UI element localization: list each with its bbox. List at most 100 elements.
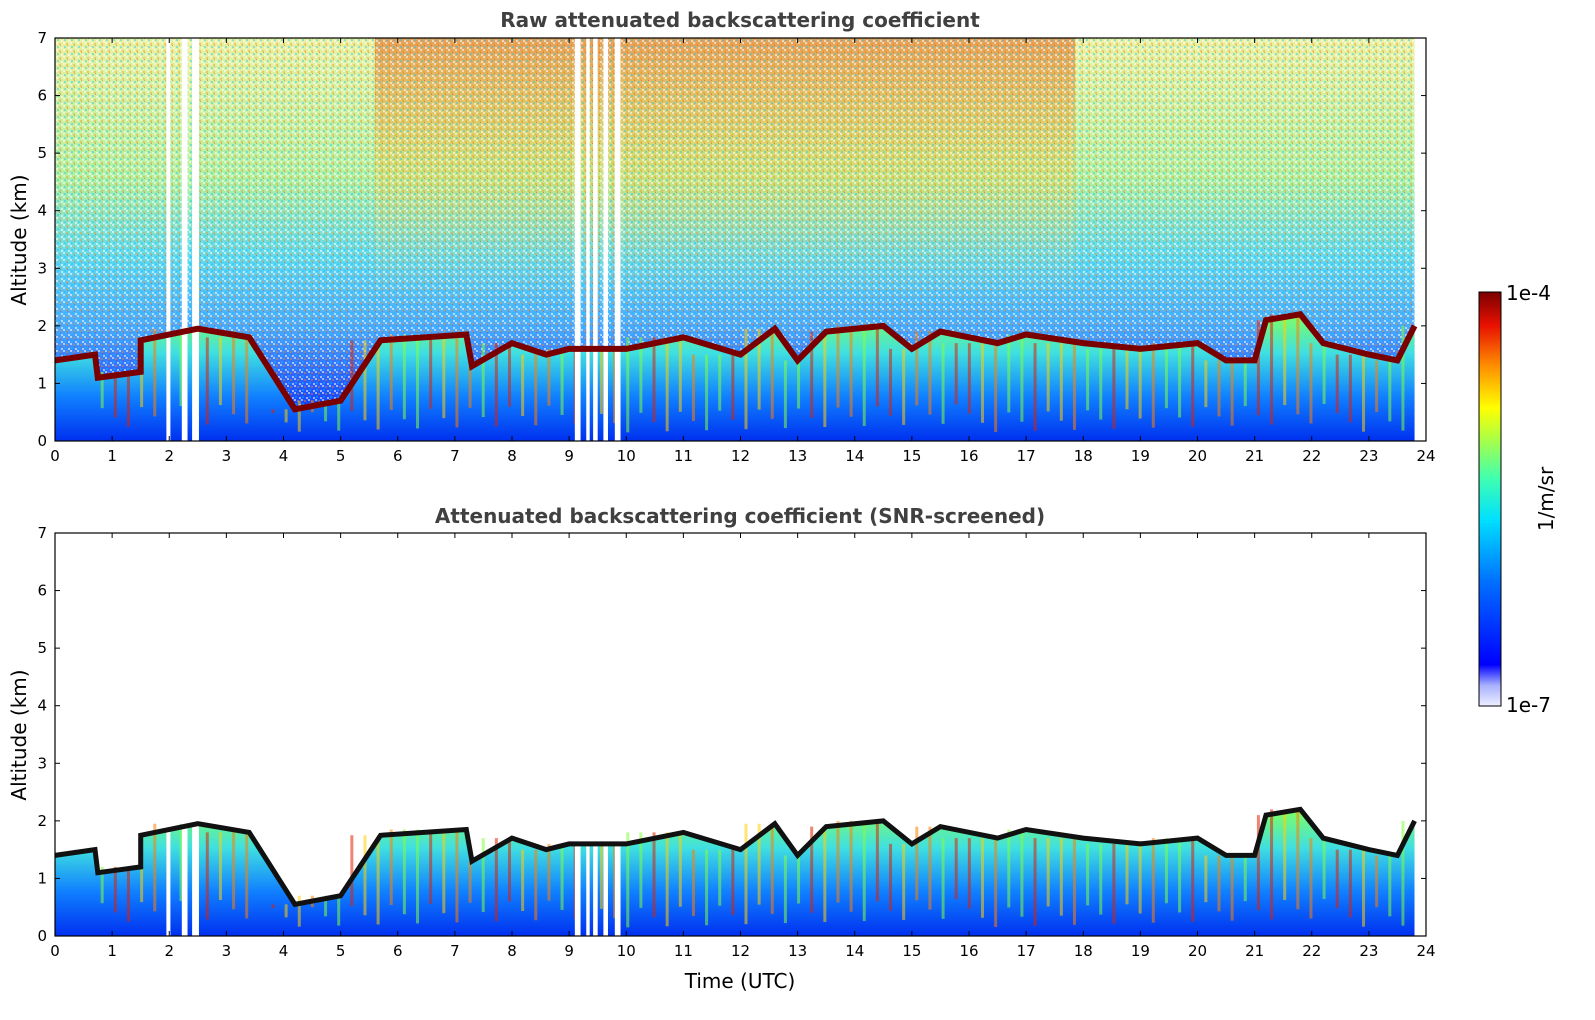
data-gap-stripe	[614, 38, 621, 441]
colorbar: 1e-4 1e-7 1/m/sr	[1478, 281, 1558, 717]
aerosol-plume	[324, 400, 328, 422]
aerosol-plume	[1322, 838, 1326, 899]
aerosol-plume	[613, 843, 617, 919]
aerosol-plume	[1138, 843, 1142, 914]
bottom-heatmap-field	[55, 533, 1426, 936]
aerosol-plume	[599, 348, 603, 414]
colorbar-gradient	[1478, 291, 1502, 707]
aerosol-plume	[797, 855, 801, 904]
aerosol-plume	[1125, 348, 1129, 410]
y-tick-label: 1	[37, 869, 47, 887]
data-gap-stripe	[192, 38, 199, 441]
aerosol-plume	[1007, 829, 1011, 908]
aerosol-plume	[783, 855, 787, 924]
x-tick-label: 13	[788, 942, 807, 960]
x-tick-label: 24	[1416, 447, 1435, 465]
x-tick-label: 23	[1359, 447, 1378, 465]
aerosol-plume	[1164, 838, 1168, 904]
aerosol-plume	[1099, 348, 1103, 420]
aerosol-plume	[1191, 343, 1195, 427]
aerosol-plume	[849, 325, 853, 417]
no-data-region	[1414, 533, 1426, 936]
aerosol-plume	[126, 371, 130, 427]
colorbar-min-label: 1e-7	[1506, 693, 1551, 717]
aerosol-plume	[967, 838, 971, 909]
aerosol-plume	[547, 348, 551, 406]
aerosol-plume	[153, 823, 157, 912]
y-tick-label: 4	[37, 202, 47, 220]
x-tick-label: 4	[279, 942, 289, 960]
aerosol-plume	[1256, 815, 1260, 911]
aerosol-plume	[678, 337, 682, 412]
aerosol-plume	[889, 348, 893, 416]
x-tick-label: 23	[1359, 942, 1378, 960]
aerosol-plume	[783, 360, 787, 429]
aerosol-plume	[508, 838, 512, 902]
y-tick-label: 4	[37, 697, 47, 715]
aerosol-plume	[363, 835, 367, 916]
data-gap-stripe	[574, 533, 581, 936]
aerosol-plume	[889, 843, 893, 911]
aerosol-plume	[980, 838, 984, 918]
y-tick-label: 1	[37, 374, 47, 392]
aerosol-plume	[902, 348, 906, 425]
aerosol-plume	[731, 354, 735, 420]
aerosol-plume	[1375, 360, 1379, 413]
aerosol-plume	[1335, 849, 1339, 909]
aerosol-plume	[1007, 334, 1011, 413]
aerosol-plume	[1243, 360, 1247, 407]
aerosol-plume	[560, 843, 564, 910]
aerosol-plume	[455, 334, 459, 428]
aerosol-plume	[494, 838, 498, 922]
y-tick-label: 3	[37, 259, 47, 277]
x-tick-label: 6	[393, 942, 403, 960]
aerosol-plume	[297, 400, 301, 432]
aerosol-plume	[678, 832, 682, 907]
snr-screened-panel: Attenuated backscattering coefficient (S…	[7, 504, 1436, 993]
aerosol-plume	[140, 866, 144, 903]
aerosol-plume	[691, 849, 695, 916]
aerosol-plume	[705, 354, 709, 431]
x-tick-label: 22	[1302, 942, 1321, 960]
aerosol-plume	[1046, 838, 1050, 907]
aerosol-plume	[1401, 325, 1405, 431]
x-tick-label: 5	[336, 447, 346, 465]
x-tick-label: 15	[902, 447, 921, 465]
x-tick-label: 20	[1188, 942, 1207, 960]
top-boundary-layer-line	[54, 311, 1418, 413]
aerosol-plume	[744, 823, 748, 925]
aerosol-plume	[994, 838, 998, 928]
y-tick-label: 7	[37, 524, 47, 542]
data-gap-stripe	[603, 533, 608, 936]
aerosol-plume	[810, 331, 814, 418]
aerosol-plume	[902, 843, 906, 920]
aerosol-plume	[1296, 314, 1300, 415]
aerosol-plume	[218, 832, 222, 900]
aerosol-plume	[980, 343, 984, 423]
aerosol-plume	[1112, 348, 1116, 429]
aerosol-plume	[770, 823, 774, 914]
aerosol-plume	[284, 409, 288, 423]
aerosol-plume	[626, 832, 630, 928]
x-tick-label: 4	[279, 447, 289, 465]
aerosol-plume	[1375, 855, 1379, 908]
aerosol-plume	[1072, 343, 1076, 430]
aerosol-plume	[731, 849, 735, 915]
data-gap-stripe	[181, 533, 188, 936]
aerosol-plume	[153, 328, 157, 417]
aerosol-plume	[389, 829, 393, 905]
colorbar-unit-label: 1/m/sr	[1534, 466, 1558, 531]
x-tick-label: 21	[1245, 942, 1264, 960]
aerosol-plume	[271, 409, 275, 414]
aerosol-plume	[297, 895, 301, 927]
aerosol-plume	[179, 823, 183, 902]
aerosol-plume	[481, 838, 485, 913]
aerosol-plume	[1270, 809, 1274, 920]
aerosol-plume	[560, 348, 564, 415]
x-tick-label: 7	[450, 447, 460, 465]
aerosol-plume	[823, 331, 827, 428]
x-tick-label: 3	[222, 942, 232, 960]
aerosol-plume	[179, 328, 183, 407]
aerosol-plume	[665, 337, 669, 432]
aerosol-plume	[363, 340, 367, 421]
